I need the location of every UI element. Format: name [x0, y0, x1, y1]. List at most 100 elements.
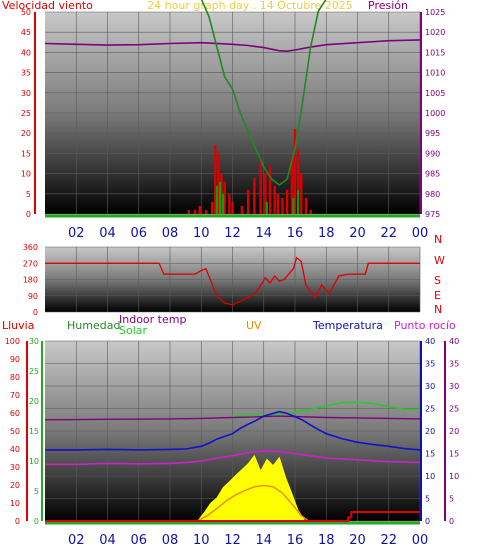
wind-speed-bar	[285, 189, 289, 214]
wind-direction-line	[45, 256, 420, 306]
wind-speed-bar	[204, 209, 208, 214]
wind-speed-bar	[296, 149, 300, 214]
wind-speed-bar	[309, 209, 312, 214]
wind-speed-tick-label: 25	[21, 109, 31, 118]
x-tick-label: 18	[318, 226, 335, 241]
wind-speed-tick-label: 5	[26, 190, 31, 199]
wind-speed-bar	[228, 193, 231, 214]
wind-speed-bar	[268, 165, 272, 214]
pressure-tick-labels: 975 980 985 990 995 1000 1005 1010 1015 1020 1025	[425, 8, 445, 219]
wind-speed-bar	[231, 201, 234, 214]
temperature-tick-label: 30	[425, 382, 435, 391]
pressure-tick-label: 975	[425, 210, 440, 219]
x-tick-label: 08	[162, 226, 179, 241]
x-tick-label: 10	[193, 226, 210, 241]
temperature-axes: 0102030405060708090100051015202530051015…	[5, 337, 459, 526]
chart-title: 24 hour graph day . 14 Octubre 2025	[147, 0, 353, 12]
x-tick-label: 00	[412, 533, 429, 548]
pressure-tick-label: 990	[425, 149, 440, 158]
temperature-tick-label: 40	[425, 337, 435, 346]
pressure-tick-label: 985	[425, 170, 440, 179]
wind-speed-tick-label: 15	[21, 149, 31, 158]
wind-speed-bar	[304, 197, 308, 214]
humidity-axis-title: Humedad	[67, 319, 120, 332]
pressure-tick-label: 1005	[425, 89, 445, 98]
uv-tick-label: 25	[449, 405, 459, 414]
rain-tick-label: 90	[10, 355, 20, 364]
x-tick-label: 06	[130, 226, 147, 241]
temperature-tick-label: 20	[425, 427, 435, 436]
wind-speed-bar	[198, 205, 201, 214]
dewpoint-legend: Punto rocío	[394, 319, 456, 332]
wind-speed-bar	[253, 177, 256, 214]
wind-speed-axis-title: Velocidad viento	[2, 0, 93, 12]
wind-speed-tick-label: 40	[21, 48, 31, 57]
wind-direction-tick-label: 360	[23, 243, 38, 252]
uv-tick-label: 10	[449, 472, 459, 481]
wind-gust-bar	[215, 185, 218, 214]
pressure-tick-label: 1015	[425, 48, 445, 57]
wind-pressure-x-tick-labels: 02 04 06 08 10 12 14 16 18 20 22 00	[68, 226, 428, 241]
wind-speed-bar	[214, 145, 217, 214]
wind-speed-bar	[246, 189, 250, 214]
uv-axis-title: UV	[246, 319, 262, 332]
x-tick-label: 22	[380, 226, 397, 241]
uv-tick-label: 20	[449, 427, 459, 436]
compass-label: N	[434, 233, 442, 246]
wind-speed-bar	[273, 185, 276, 214]
x-tick-label: 14	[255, 226, 272, 241]
wind-direction-tick-label: 180	[23, 276, 38, 285]
rain-axis-title: Lluvia	[2, 319, 34, 332]
temperature-grid	[45, 340, 421, 522]
wind-speed-tick-label: 35	[21, 69, 31, 78]
wind-speed-bar	[240, 205, 244, 214]
x-tick-label: 12	[224, 226, 241, 241]
uv-tick-label: 0	[449, 517, 454, 526]
wind-pressure-marks	[44, 39, 421, 214]
pressure-tick-label: 1020	[425, 28, 445, 37]
compass-label: S	[434, 274, 441, 287]
wind-gust-bar	[222, 193, 225, 214]
rain-tick-label: 0	[15, 517, 20, 526]
wind-direction-grid	[45, 246, 421, 313]
wind-pressure-panel: Velocidad viento 24 hour graph day . 14 …	[2, 0, 445, 241]
solar-legend: Solar	[119, 324, 148, 337]
compass-label: N	[434, 303, 442, 316]
x-tick-label: 18	[318, 533, 335, 548]
pressure-tick-label: 1025	[425, 8, 445, 17]
temperature-tick-label: 15	[425, 450, 435, 459]
pressure-line	[44, 39, 421, 53]
x-tick-label: 22	[380, 533, 397, 548]
rain-tick-label: 20	[10, 481, 20, 490]
uv-tick-label: 5	[449, 495, 454, 504]
wind-gust-bar	[292, 197, 295, 214]
wind-gust-bar	[265, 201, 268, 214]
wind-direction-marks	[45, 256, 420, 306]
temperature-tick-label: 35	[425, 360, 435, 369]
x-tick-label: 06	[130, 533, 147, 548]
wind-speed-bar	[259, 161, 262, 214]
wind-speed-bar	[187, 209, 190, 214]
wind-speed-bar	[300, 173, 303, 214]
pressure-tick-label: 1000	[425, 109, 445, 118]
compass-label: W	[434, 254, 445, 267]
temperature-axis-title: Temperatura	[312, 319, 383, 332]
wind-speed-tick-label: 20	[21, 129, 31, 138]
wind-direction-tick-labels: 0 90 180 270 360	[23, 243, 38, 317]
rain-tick-label: 30	[10, 463, 20, 472]
rain-tick-label: 100	[5, 337, 20, 346]
x-tick-label: 04	[99, 226, 116, 241]
uv-tick-label: 15	[449, 450, 459, 459]
humidity-tick-label: 20	[29, 397, 39, 406]
humidity-tick-label: 25	[29, 367, 39, 376]
rain-tick-label: 80	[10, 373, 20, 382]
uv-tick-label: 40	[449, 337, 459, 346]
humidity-line	[200, 0, 327, 187]
wind-direction-tick-label: 270	[23, 259, 38, 268]
wind-speed-tick-label: 45	[21, 28, 31, 37]
wind-speed-tick-label: 0	[26, 210, 31, 219]
wind-speed-bar	[217, 153, 220, 214]
rain-tick-label: 40	[10, 445, 20, 454]
